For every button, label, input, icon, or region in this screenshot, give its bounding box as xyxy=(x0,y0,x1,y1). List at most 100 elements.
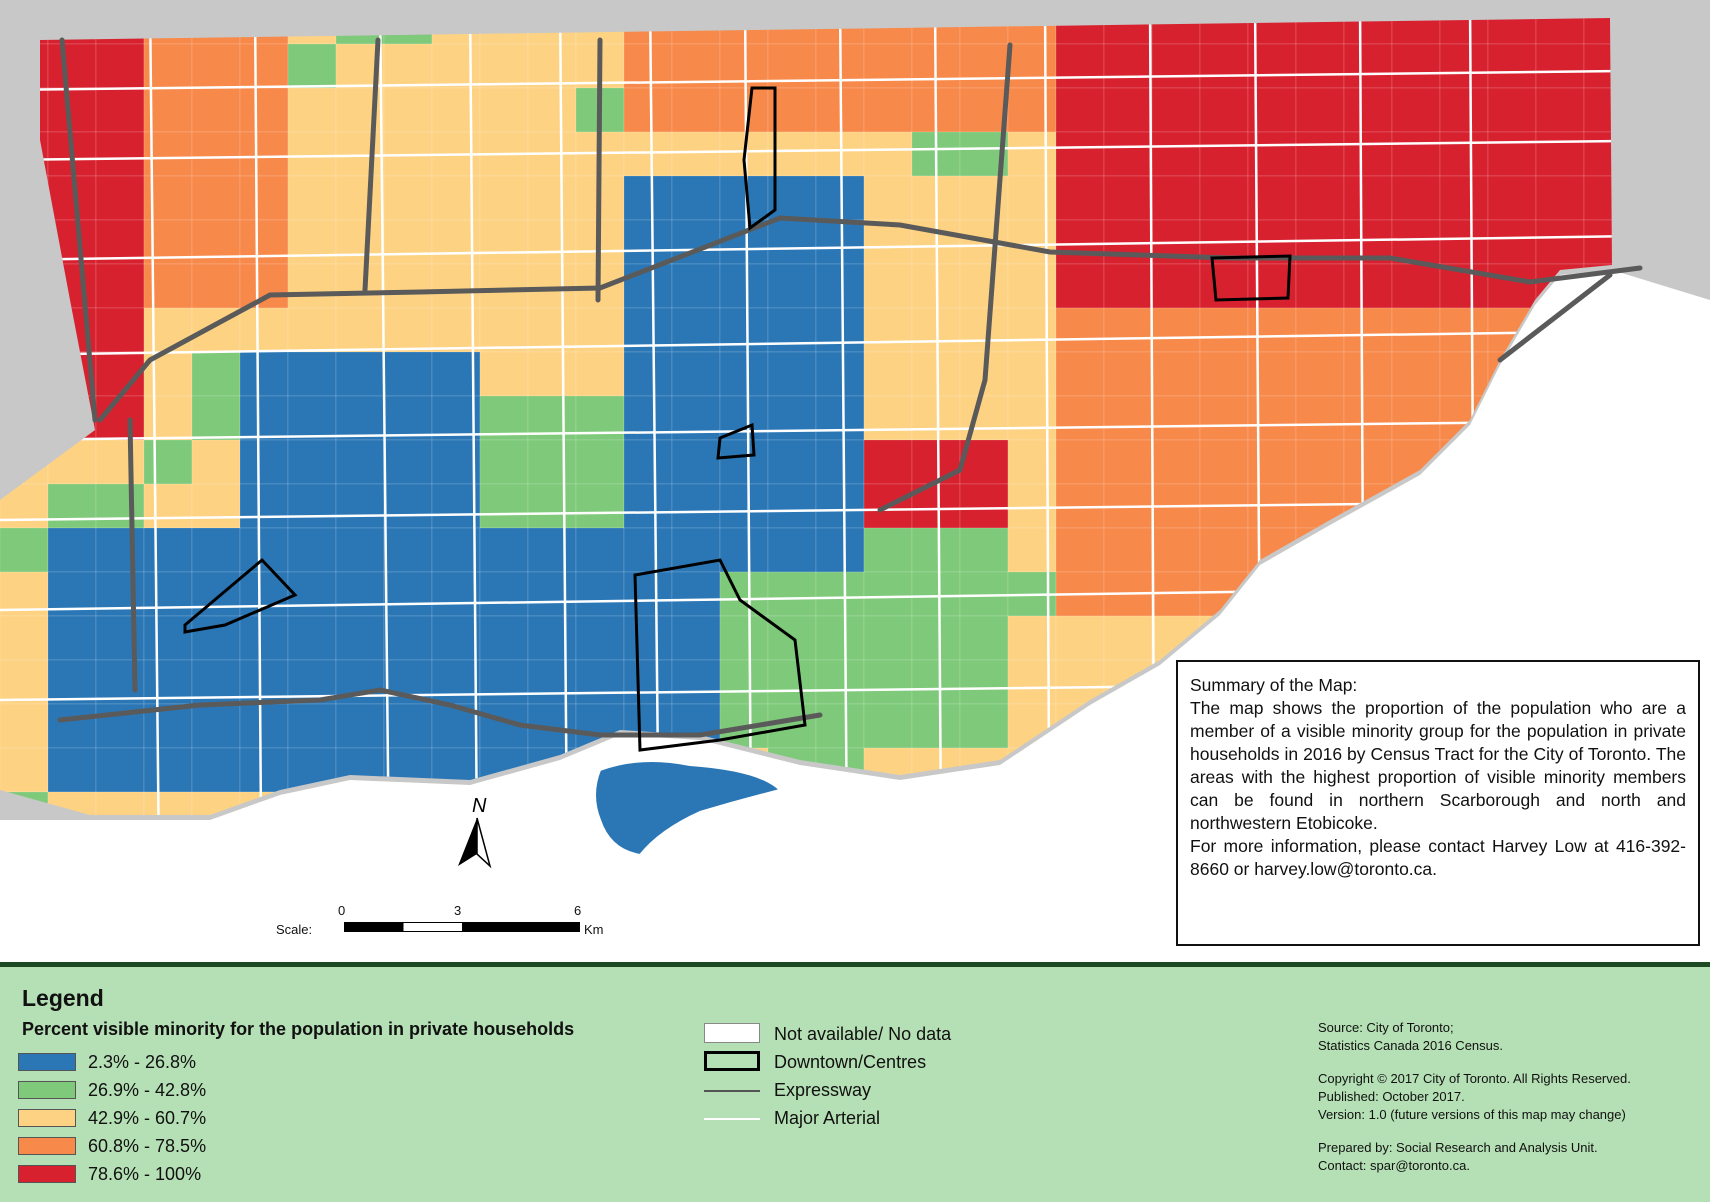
census-tract xyxy=(527,175,577,221)
census-tract xyxy=(575,483,625,529)
census-tract xyxy=(1103,43,1153,89)
census-tract xyxy=(527,439,577,485)
census-tract xyxy=(1007,43,1057,89)
census-tract xyxy=(623,615,673,661)
census-tract xyxy=(1151,439,1201,485)
census-tract xyxy=(1103,351,1153,397)
census-tract xyxy=(1103,527,1153,573)
census-tract xyxy=(1151,87,1201,133)
census-tract xyxy=(479,439,529,485)
census-tract xyxy=(1487,43,1537,89)
census-tract xyxy=(1391,43,1441,89)
census-tract xyxy=(479,395,529,441)
census-tract xyxy=(863,351,913,397)
census-tract xyxy=(815,219,865,265)
census-tract xyxy=(191,87,241,133)
census-tract xyxy=(287,703,337,749)
census-tract xyxy=(527,659,577,705)
legend-subtitle: Percent visible minority for the populat… xyxy=(22,1019,575,1039)
credit-line: Contact: spar@toronto.ca. xyxy=(1318,1158,1470,1173)
census-tract xyxy=(191,527,241,573)
census-tract xyxy=(95,131,145,177)
census-tract xyxy=(287,483,337,529)
census-tract xyxy=(863,395,913,441)
census-tract xyxy=(959,307,1009,353)
census-tract xyxy=(239,527,289,573)
census-tract xyxy=(95,747,145,793)
census-tract xyxy=(1103,87,1153,133)
census-tract xyxy=(47,659,97,705)
census-tract xyxy=(623,219,673,265)
census-tract xyxy=(191,747,241,793)
census-tract xyxy=(287,439,337,485)
legend-class-label: 60.8% - 78.5% xyxy=(88,1136,207,1156)
census-tract xyxy=(1343,351,1393,397)
census-tract xyxy=(719,571,769,617)
census-tract xyxy=(1103,307,1153,353)
census-tract xyxy=(767,307,817,353)
census-tract xyxy=(623,351,673,397)
census-tract xyxy=(1247,439,1297,485)
census-tract xyxy=(239,307,289,353)
credit-line: Prepared by: Social Research and Analysi… xyxy=(1318,1140,1598,1155)
census-tract xyxy=(1391,18,1441,45)
census-tract xyxy=(1295,307,1345,353)
credit-line: Statistics Canada 2016 Census. xyxy=(1318,1038,1503,1053)
census-tract xyxy=(911,439,961,485)
scale-tick-0: 0 xyxy=(338,903,346,918)
census-tract xyxy=(1343,263,1393,309)
census-tract xyxy=(47,483,97,529)
census-tract xyxy=(527,351,577,397)
choropleth-map[interactable] xyxy=(0,0,1710,962)
census-tract xyxy=(959,483,1009,529)
census-tract xyxy=(1055,351,1105,397)
census-tract xyxy=(383,395,433,441)
census-tract xyxy=(1103,263,1153,309)
census-tract xyxy=(95,483,145,529)
legend-symbol-label: Downtown/Centres xyxy=(774,1052,927,1072)
census-tract xyxy=(527,263,577,309)
census-tract xyxy=(95,527,145,573)
census-tract xyxy=(1199,439,1249,485)
census-tract xyxy=(1343,43,1393,89)
census-tract xyxy=(1199,175,1249,221)
census-tract xyxy=(815,483,865,529)
census-tract xyxy=(1391,87,1441,133)
census-tract xyxy=(383,219,433,265)
census-tract xyxy=(671,395,721,441)
scale-unit: Km xyxy=(584,922,604,937)
census-tract xyxy=(1103,395,1153,441)
census-tract xyxy=(95,87,145,133)
census-tract xyxy=(0,747,49,793)
census-tract xyxy=(1103,175,1153,221)
map-summary-box: Summary of the Map: The map shows the pr… xyxy=(1176,660,1700,946)
census-tract xyxy=(479,307,529,353)
census-tract xyxy=(863,175,913,221)
census-tract xyxy=(959,87,1009,133)
census-tract xyxy=(0,703,49,749)
downtown-swatch xyxy=(704,1051,760,1071)
census-tract xyxy=(1055,527,1105,573)
census-tract xyxy=(1295,263,1345,309)
census-tract xyxy=(863,43,913,89)
census-tract xyxy=(143,483,193,529)
census-tract xyxy=(1391,263,1441,309)
census-tract xyxy=(719,615,769,661)
census-tract xyxy=(95,219,145,265)
census-tract xyxy=(623,43,673,89)
census-tract xyxy=(1199,395,1249,441)
census-tract xyxy=(383,615,433,661)
scale-bar-graphic xyxy=(344,922,580,932)
census-tract xyxy=(671,175,721,221)
census-tract xyxy=(1007,395,1057,441)
census-tract xyxy=(1055,439,1105,485)
census-tract xyxy=(575,307,625,353)
census-tract xyxy=(0,659,49,705)
census-tract xyxy=(863,307,913,353)
census-tract xyxy=(767,263,817,309)
census-tract xyxy=(95,43,145,89)
map-area[interactable]: Summary of the Map: The map shows the pr… xyxy=(0,0,1710,962)
census-tract xyxy=(191,483,241,529)
census-tract xyxy=(719,395,769,441)
census-tract xyxy=(815,439,865,485)
